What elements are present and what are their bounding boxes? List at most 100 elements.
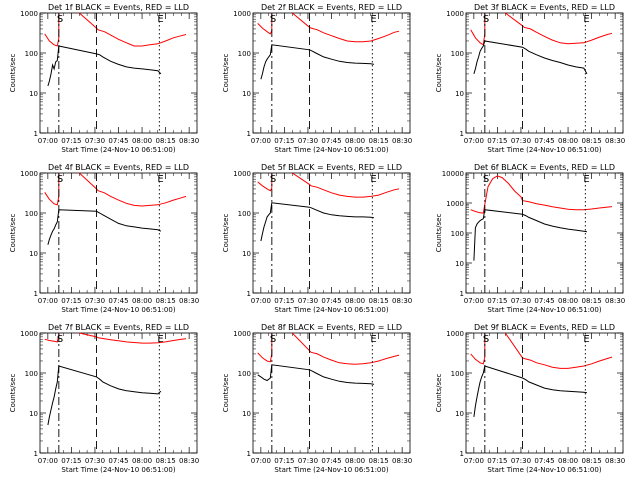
panel-title: Det 2f BLACK = Events, RED = LLD [261,3,402,12]
x-tick-label: 07:45 [534,457,554,465]
series-events-line [260,44,375,80]
plot-area [257,173,400,242]
panel-title: Det 4f BLACK = Events, RED = LLD [48,163,189,172]
series-lld-line [257,333,400,365]
y-tick-label: 10000 [442,170,464,178]
marker-label: E [583,174,589,185]
x-tick-label: 08:30 [179,137,199,145]
marker-label: S [483,174,489,185]
x-axis-label: Start Time (24-Nov-10 06:51:00) [274,306,388,314]
x-tick-label: 07:00 [464,297,484,305]
x-tick-label: 08:15 [582,297,602,305]
y-axis-label: Counts/sec [435,54,443,93]
plot-frame [252,12,411,134]
marker-label: E [370,174,376,185]
y-tick-label: 100 [25,50,38,58]
series-events-line [473,209,587,261]
x-tick-label: 07:45 [108,457,128,465]
y-tick-label: 100 [451,50,464,58]
x-tick-label: 07:00 [38,137,58,145]
y-tick-label: 10 [455,260,464,268]
marker-label: E [157,14,163,25]
panel-title: Det 6f BLACK = Events, RED = LLD [474,163,615,172]
x-tick-label: 08:30 [179,297,199,305]
y-tick-label: 10 [455,410,464,418]
x-axis-label: Start Time (24-Nov-10 06:51:00) [61,146,175,154]
y-tick-label: 1000 [446,10,464,18]
series-lld-line [44,13,187,47]
x-axis-label: Start Time (24-Nov-10 06:51:00) [61,466,175,474]
plot-frame [39,172,198,294]
panel-title: Det 7f BLACK = Events, RED = LLD [48,323,189,332]
x-tick-label: 07:45 [108,297,128,305]
y-tick-label: 1 [460,450,464,458]
plot-area [257,13,400,80]
x-tick-label: 07:15 [487,457,507,465]
panel-title: Det 8f BLACK = Events, RED = LLD [261,323,402,332]
x-axis-label: Start Time (24-Nov-10 06:51:00) [487,146,601,154]
x-tick-label: 08:30 [392,297,412,305]
x-tick-label: 07:45 [321,137,341,145]
marker-label: S [270,334,276,345]
x-tick-label: 07:30 [298,137,318,145]
panel-det-5: Det 5f BLACK = Events, RED = LLD 1 10 100 10… [222,163,412,314]
y-tick-label: 1 [34,450,38,458]
x-tick-label: 07:30 [511,297,531,305]
y-tick-label: 100 [25,210,38,218]
marker-label: E [157,174,163,185]
panel-det-4: Det 4f BLACK = Events, RED = LLD 1 10 100 10… [9,163,199,314]
plot-area [44,173,187,245]
series-lld-line [470,13,613,46]
marker-label: S [270,14,276,25]
panel-title: Det 9f BLACK = Events, RED = LLD [474,323,615,332]
marker-label: S [483,14,489,25]
x-tick-label: 07:45 [108,137,128,145]
series-events-line [473,40,588,75]
x-tick-label: 08:00 [558,137,578,145]
series-events-line [473,365,587,417]
y-tick-label: 1 [34,290,38,298]
marker-label: E [370,14,376,25]
panel-det-8: Det 8f BLACK = Events, RED = LLD 1 10 100 10… [222,323,412,474]
y-axis-label: Counts/sec [222,54,230,93]
x-tick-label: 08:00 [558,457,578,465]
x-tick-label: 08:00 [345,137,365,145]
x-axis-label: Start Time (24-Nov-10 06:51:00) [61,306,175,314]
x-tick-label: 07:15 [274,457,294,465]
y-tick-label: 1 [34,130,38,138]
plot-area [470,333,613,417]
marker-label: E [583,14,589,25]
plot-frame [465,12,624,134]
x-tick-label: 07:00 [38,457,58,465]
y-axis-label: Counts/sec [222,374,230,413]
x-axis-label: Start Time (24-Nov-10 06:51:00) [487,466,601,474]
y-tick-label: 100 [238,50,251,58]
panel-det-7: Det 7f BLACK = Events, RED = LLD 1 10 100 10… [9,323,199,474]
series-lld-line [44,173,187,207]
panel-det-1: Det 1f BLACK = Events, RED = LLD 1 10 100 10… [9,3,199,154]
y-axis-label: Counts/sec [222,214,230,253]
series-lld-line [470,333,613,369]
x-tick-label: 07:00 [464,457,484,465]
x-tick-label: 07:30 [511,137,531,145]
y-tick-label: 1000 [233,170,251,178]
x-tick-label: 07:15 [487,297,507,305]
y-tick-label: 1000 [233,10,251,18]
x-tick-label: 08:30 [392,457,412,465]
marker-label: S [57,174,63,185]
y-tick-label: 100 [451,230,464,238]
series-lld-line [470,175,613,214]
marker-label: E [583,334,589,345]
y-tick-label: 10 [29,250,38,258]
x-tick-label: 07:30 [85,297,105,305]
x-tick-label: 08:00 [132,457,152,465]
x-tick-label: 07:15 [61,457,81,465]
y-tick-label: 100 [25,370,38,378]
x-tick-label: 08:15 [156,137,176,145]
x-tick-label: 07:15 [274,137,294,145]
y-tick-label: 1000 [20,330,38,338]
x-tick-label: 08:30 [605,457,625,465]
panel-det-2: Det 2f BLACK = Events, RED = LLD 1 10 100 10… [222,3,412,154]
y-axis-label: Counts/sec [435,374,443,413]
series-events-line [257,364,375,385]
